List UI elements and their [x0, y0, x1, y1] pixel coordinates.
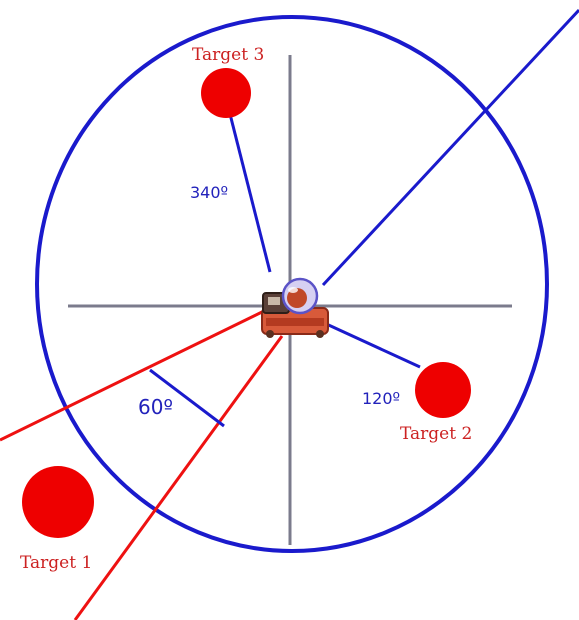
- target-2-label: Target 2: [400, 424, 472, 444]
- angle-label-340: 340º: [190, 183, 228, 202]
- angle-label-60: 60º: [138, 395, 173, 419]
- target-3-label: Target 3: [192, 45, 264, 65]
- fov-angle-marker: [149, 368, 225, 428]
- fov-right-boundary: [73, 335, 284, 620]
- target-2-dot: [415, 362, 471, 418]
- detection-range-circle: [35, 15, 549, 553]
- bearing-line-target3: [228, 113, 272, 273]
- robot-icon: [261, 277, 329, 338]
- target-1-label: Target 1: [20, 553, 92, 573]
- angle-label-120: 120º: [362, 389, 400, 408]
- target-1-dot: [22, 466, 94, 538]
- bearing-line-target2: [321, 320, 421, 369]
- target-3-dot: [201, 68, 251, 118]
- fov-left-boundary: [0, 310, 263, 442]
- heading-line: [321, 8, 579, 287]
